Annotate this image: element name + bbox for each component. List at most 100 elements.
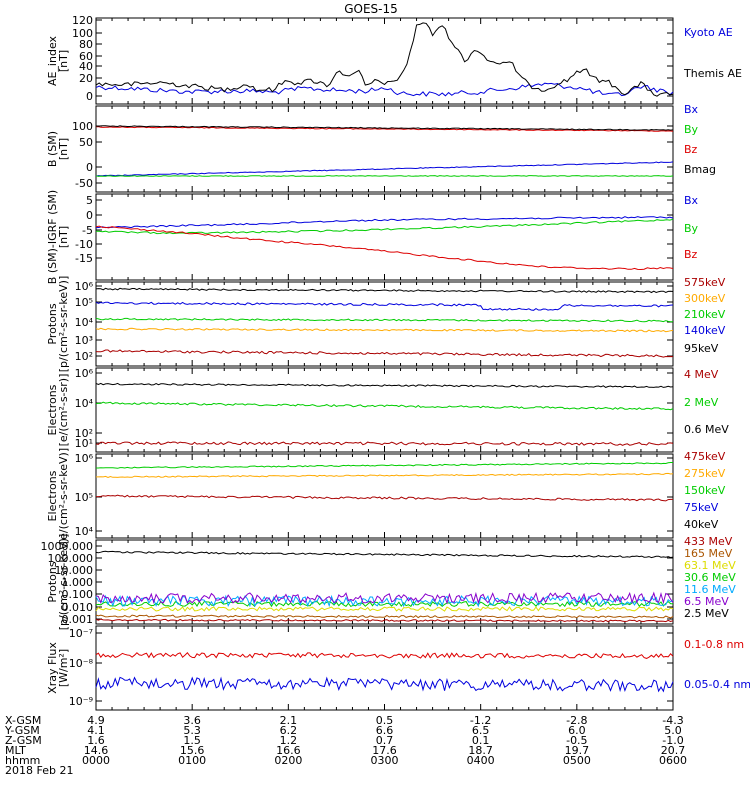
y-tick-label: 10⁻⁸ — [69, 657, 94, 670]
panel-4: 10⁶ 10⁵ 10⁴ 10³ 10² Protons[p/(cm²-s-sr-keV)]… — [46, 276, 726, 373]
footer-value: 0000 — [82, 754, 110, 767]
footer-value: 6.0 — [568, 724, 586, 737]
legend-2-mev: 2 MeV — [684, 396, 719, 409]
series-line-by — [95, 218, 674, 235]
footer-value: -1.2 — [470, 714, 491, 727]
series-line-433-mev — [95, 618, 674, 623]
footer-value: 16.6 — [276, 744, 301, 757]
y-axis-label: [e/(cm²-s-sr)] — [57, 374, 70, 447]
y-axis-label: Protons — [46, 561, 59, 602]
y-tick-label: 40 — [79, 60, 93, 73]
footer-value: 15.6 — [180, 744, 205, 757]
series-line-275kev — [96, 472, 674, 479]
date-label: 2018 Feb 21 — [5, 764, 73, 777]
footer-row-label: MLT — [5, 744, 26, 757]
y-tick-label: 0.010 — [62, 601, 94, 614]
y-tick-label: 0 — [86, 161, 93, 174]
legend-4-mev: 4 MeV — [684, 368, 719, 381]
series-line-kyoto-ae — [95, 82, 674, 97]
y-tick-label: 50 — [79, 136, 93, 149]
series-line-by — [95, 175, 674, 177]
y-tick-label: 10⁻⁹ — [69, 695, 93, 708]
y-axis-label: Electrons — [46, 470, 59, 521]
legend-30-6-mev: 30.6 MeV — [684, 571, 736, 584]
footer-row-label: hhmm — [5, 754, 40, 767]
y-tick-label: 10⁴ — [75, 397, 94, 410]
legend-11-6-mev: 11.6 MeV — [684, 583, 736, 596]
y-tick-label: -50 — [75, 177, 93, 190]
series-line-4-mev — [95, 441, 674, 446]
panel-2: 100 50 0 -50 B (SM)[nT] Bx By Bz Bmag — [46, 103, 716, 193]
footer-value: 0500 — [563, 754, 591, 767]
y-axis-label: B (SM)-IGRF (SM) — [46, 190, 59, 284]
footer-value: 1.2 — [280, 734, 298, 747]
footer-value: 1.6 — [87, 734, 105, 747]
y-tick-label: -5 — [82, 224, 93, 237]
y-axis-label: [p/(cm²-s-sr-keV)] — [57, 534, 70, 631]
footer-value: 5.0 — [664, 724, 682, 737]
series-line-575kev — [95, 349, 674, 358]
legend-bmag: Bmag — [684, 163, 716, 176]
legend-165-mev: 165 MeV — [684, 547, 733, 560]
series-line-bmag — [95, 125, 674, 131]
footer-value: 1.5 — [183, 734, 201, 747]
footer-value: 5.3 — [183, 724, 201, 737]
y-tick-label: -15 — [75, 252, 93, 265]
series-line-6-5-mev — [95, 591, 674, 605]
footer-value: 4.9 — [87, 714, 105, 727]
series-line-11-6-mev — [95, 594, 674, 608]
chart-title: GOES-15 — [344, 2, 398, 16]
series-line-0-05-0-4-nm — [95, 676, 674, 693]
y-axis-label: Xray Flux — [46, 642, 59, 694]
legend-0-6-mev: 0.6 MeV — [684, 423, 729, 436]
footer-value: -1.0 — [662, 734, 683, 747]
series-line-themis-ae — [95, 22, 674, 97]
y-tick-label: 10² — [75, 427, 93, 440]
footer-value: 17.6 — [372, 744, 397, 757]
y-tick-label: 0 — [86, 209, 93, 222]
footer-value: 0.5 — [376, 714, 394, 727]
series-line-bz — [95, 225, 674, 271]
footer-value: 0300 — [371, 754, 399, 767]
y-tick-label: 10⁶ — [75, 367, 94, 380]
legend-0-05-0-4-nm: 0.05-0.4 nm — [684, 678, 750, 691]
legend-210kev: 210keV — [684, 308, 726, 321]
y-tick-label: 60 — [79, 50, 93, 63]
legend-themis-ae: Themis AE — [683, 67, 742, 80]
series-line-300kev — [95, 327, 674, 333]
legend-150kev: 150keV — [684, 484, 726, 497]
panel-7: 1000.000100.00010.0001.0000.1000.0100.00… — [41, 534, 737, 631]
series-line-bx — [95, 161, 674, 177]
y-tick-label: 10⁻⁷ — [69, 627, 93, 640]
footer-value: 0.1 — [472, 734, 490, 747]
y-tick-label: 100.000 — [48, 552, 94, 565]
legend-575kev: 575keV — [684, 276, 726, 289]
legend-bz: Bz — [684, 143, 698, 156]
legend-bx: Bx — [684, 103, 699, 116]
y-axis-label: [nT] — [57, 50, 70, 72]
y-tick-label: 10⁶ — [75, 452, 94, 465]
y-tick-label: 0.001 — [62, 613, 94, 626]
legend-6-5-mev: 6.5 MeV — [684, 595, 729, 608]
y-tick-label: 120 — [72, 14, 93, 27]
legend-75kev: 75keV — [684, 501, 719, 514]
y-tick-label: 10⁴ — [75, 525, 94, 538]
footer-value: 6.5 — [472, 724, 490, 737]
y-tick-label: 10⁶ — [75, 280, 94, 293]
footer-value: 18.7 — [468, 744, 493, 757]
series-line-475kev — [96, 494, 673, 502]
series-line-95kev — [95, 287, 674, 294]
y-tick-label: -10 — [75, 238, 93, 251]
y-axis-label: Electrons — [46, 384, 59, 435]
series-line-bx — [95, 216, 674, 229]
footer-value: 6.2 — [280, 724, 298, 737]
y-tick-label: 10⁵ — [75, 491, 93, 504]
panel-8: 10⁻⁷ 10⁻⁸ 10⁻⁹ Xray Flux[W/m²] 0.1-0.8 nm 0.0… — [46, 625, 750, 711]
legend-40kev: 40keV — [684, 518, 719, 531]
y-axis-label: [p/(cm²-s-sr-keV)] — [57, 276, 70, 373]
footer-value: 3.6 — [183, 714, 201, 727]
